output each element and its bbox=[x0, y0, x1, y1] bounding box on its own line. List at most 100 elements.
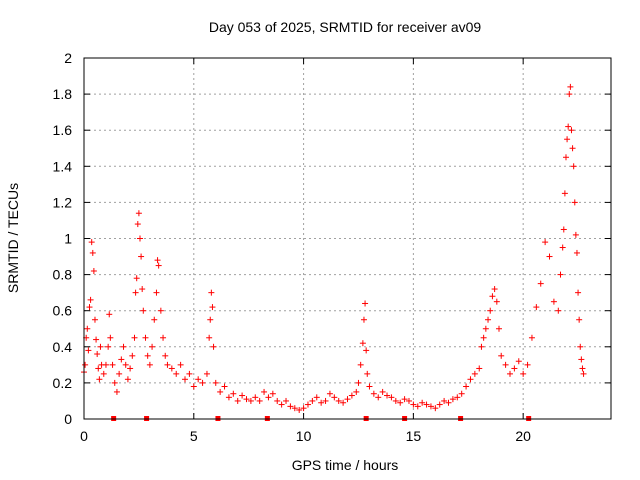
data-point bbox=[124, 376, 131, 383]
data-point bbox=[209, 304, 216, 311]
data-point bbox=[550, 298, 557, 305]
data-point bbox=[559, 244, 566, 251]
data-point bbox=[134, 221, 141, 228]
data-point bbox=[485, 316, 492, 323]
data-point bbox=[133, 275, 140, 282]
data-point bbox=[560, 226, 567, 233]
data-point bbox=[436, 401, 443, 408]
data-point bbox=[572, 231, 579, 238]
data-point bbox=[107, 334, 114, 341]
data-point bbox=[360, 316, 367, 323]
data-point bbox=[151, 316, 158, 323]
data-point bbox=[480, 334, 487, 341]
y-tick-label: 1 bbox=[64, 231, 72, 247]
data-point bbox=[149, 343, 156, 350]
data-point bbox=[449, 396, 456, 403]
data-point bbox=[441, 397, 448, 404]
x-tick-label: 10 bbox=[296, 428, 312, 444]
data-point bbox=[199, 379, 206, 386]
data-point bbox=[533, 304, 540, 311]
y-tick-label: 0.8 bbox=[53, 267, 73, 283]
data-point bbox=[109, 361, 116, 368]
data-point bbox=[96, 376, 103, 383]
data-point bbox=[576, 316, 583, 323]
data-point bbox=[573, 249, 580, 256]
data-point bbox=[427, 403, 434, 410]
data-point bbox=[388, 394, 395, 401]
data-point bbox=[140, 307, 147, 314]
data-point bbox=[146, 361, 153, 368]
data-point bbox=[88, 239, 95, 246]
data-point bbox=[520, 370, 527, 377]
data-point bbox=[478, 343, 485, 350]
data-point bbox=[283, 397, 290, 404]
data-point bbox=[482, 325, 489, 332]
data-point bbox=[84, 325, 91, 332]
data-point bbox=[511, 365, 518, 372]
data-point bbox=[116, 370, 123, 377]
data-point bbox=[256, 397, 263, 404]
data-point bbox=[131, 334, 138, 341]
data-point bbox=[397, 399, 404, 406]
data-point bbox=[359, 340, 366, 347]
data-point bbox=[86, 304, 93, 311]
data-point bbox=[168, 365, 175, 372]
gridlines bbox=[84, 58, 611, 419]
data-point bbox=[557, 271, 564, 278]
y-tick-label: 1.2 bbox=[53, 194, 73, 210]
data-point bbox=[471, 370, 478, 377]
data-point bbox=[144, 352, 151, 359]
data-point bbox=[89, 249, 96, 256]
data-point bbox=[432, 405, 439, 412]
data-point bbox=[313, 394, 320, 401]
data-point bbox=[562, 154, 569, 161]
data-point bbox=[579, 365, 586, 372]
data-point bbox=[85, 347, 92, 354]
data-point bbox=[164, 361, 171, 368]
x-tick-label: 20 bbox=[515, 428, 531, 444]
plot-frame bbox=[83, 57, 612, 420]
data-point bbox=[100, 370, 107, 377]
data-point bbox=[458, 390, 465, 397]
data-point bbox=[93, 336, 100, 343]
data-point bbox=[384, 392, 391, 399]
data-point bbox=[331, 394, 338, 401]
data-point bbox=[489, 293, 496, 300]
data-point bbox=[300, 405, 307, 412]
data-point bbox=[95, 365, 102, 372]
data-point bbox=[252, 394, 259, 401]
data-point bbox=[97, 343, 104, 350]
data-point bbox=[261, 388, 268, 395]
data-point bbox=[375, 394, 382, 401]
data-point bbox=[498, 352, 505, 359]
y-tick-label: 0.2 bbox=[53, 375, 73, 391]
data-point bbox=[401, 396, 408, 403]
data-point bbox=[571, 199, 578, 206]
data-point bbox=[162, 352, 169, 359]
y-tick-label: 0.6 bbox=[53, 303, 73, 319]
data-point bbox=[366, 383, 373, 390]
data-point bbox=[580, 370, 587, 377]
data-point bbox=[537, 280, 544, 287]
data-point bbox=[326, 390, 333, 397]
data-point bbox=[493, 298, 500, 305]
data-point bbox=[127, 365, 134, 372]
data-point bbox=[160, 334, 167, 341]
data-point bbox=[410, 401, 417, 408]
data-point bbox=[287, 403, 294, 410]
data-point bbox=[157, 307, 164, 314]
data-point bbox=[496, 325, 503, 332]
data-point bbox=[177, 361, 184, 368]
data-point bbox=[322, 397, 329, 404]
data-point bbox=[190, 383, 197, 390]
data-point bbox=[139, 286, 146, 293]
data-point bbox=[487, 307, 494, 314]
data-point bbox=[445, 399, 452, 406]
data-point bbox=[105, 343, 112, 350]
data-point bbox=[195, 376, 202, 383]
y-axis-label: SRMTID / TECUs bbox=[5, 183, 21, 293]
data-point bbox=[265, 394, 272, 401]
data-point bbox=[230, 390, 237, 397]
